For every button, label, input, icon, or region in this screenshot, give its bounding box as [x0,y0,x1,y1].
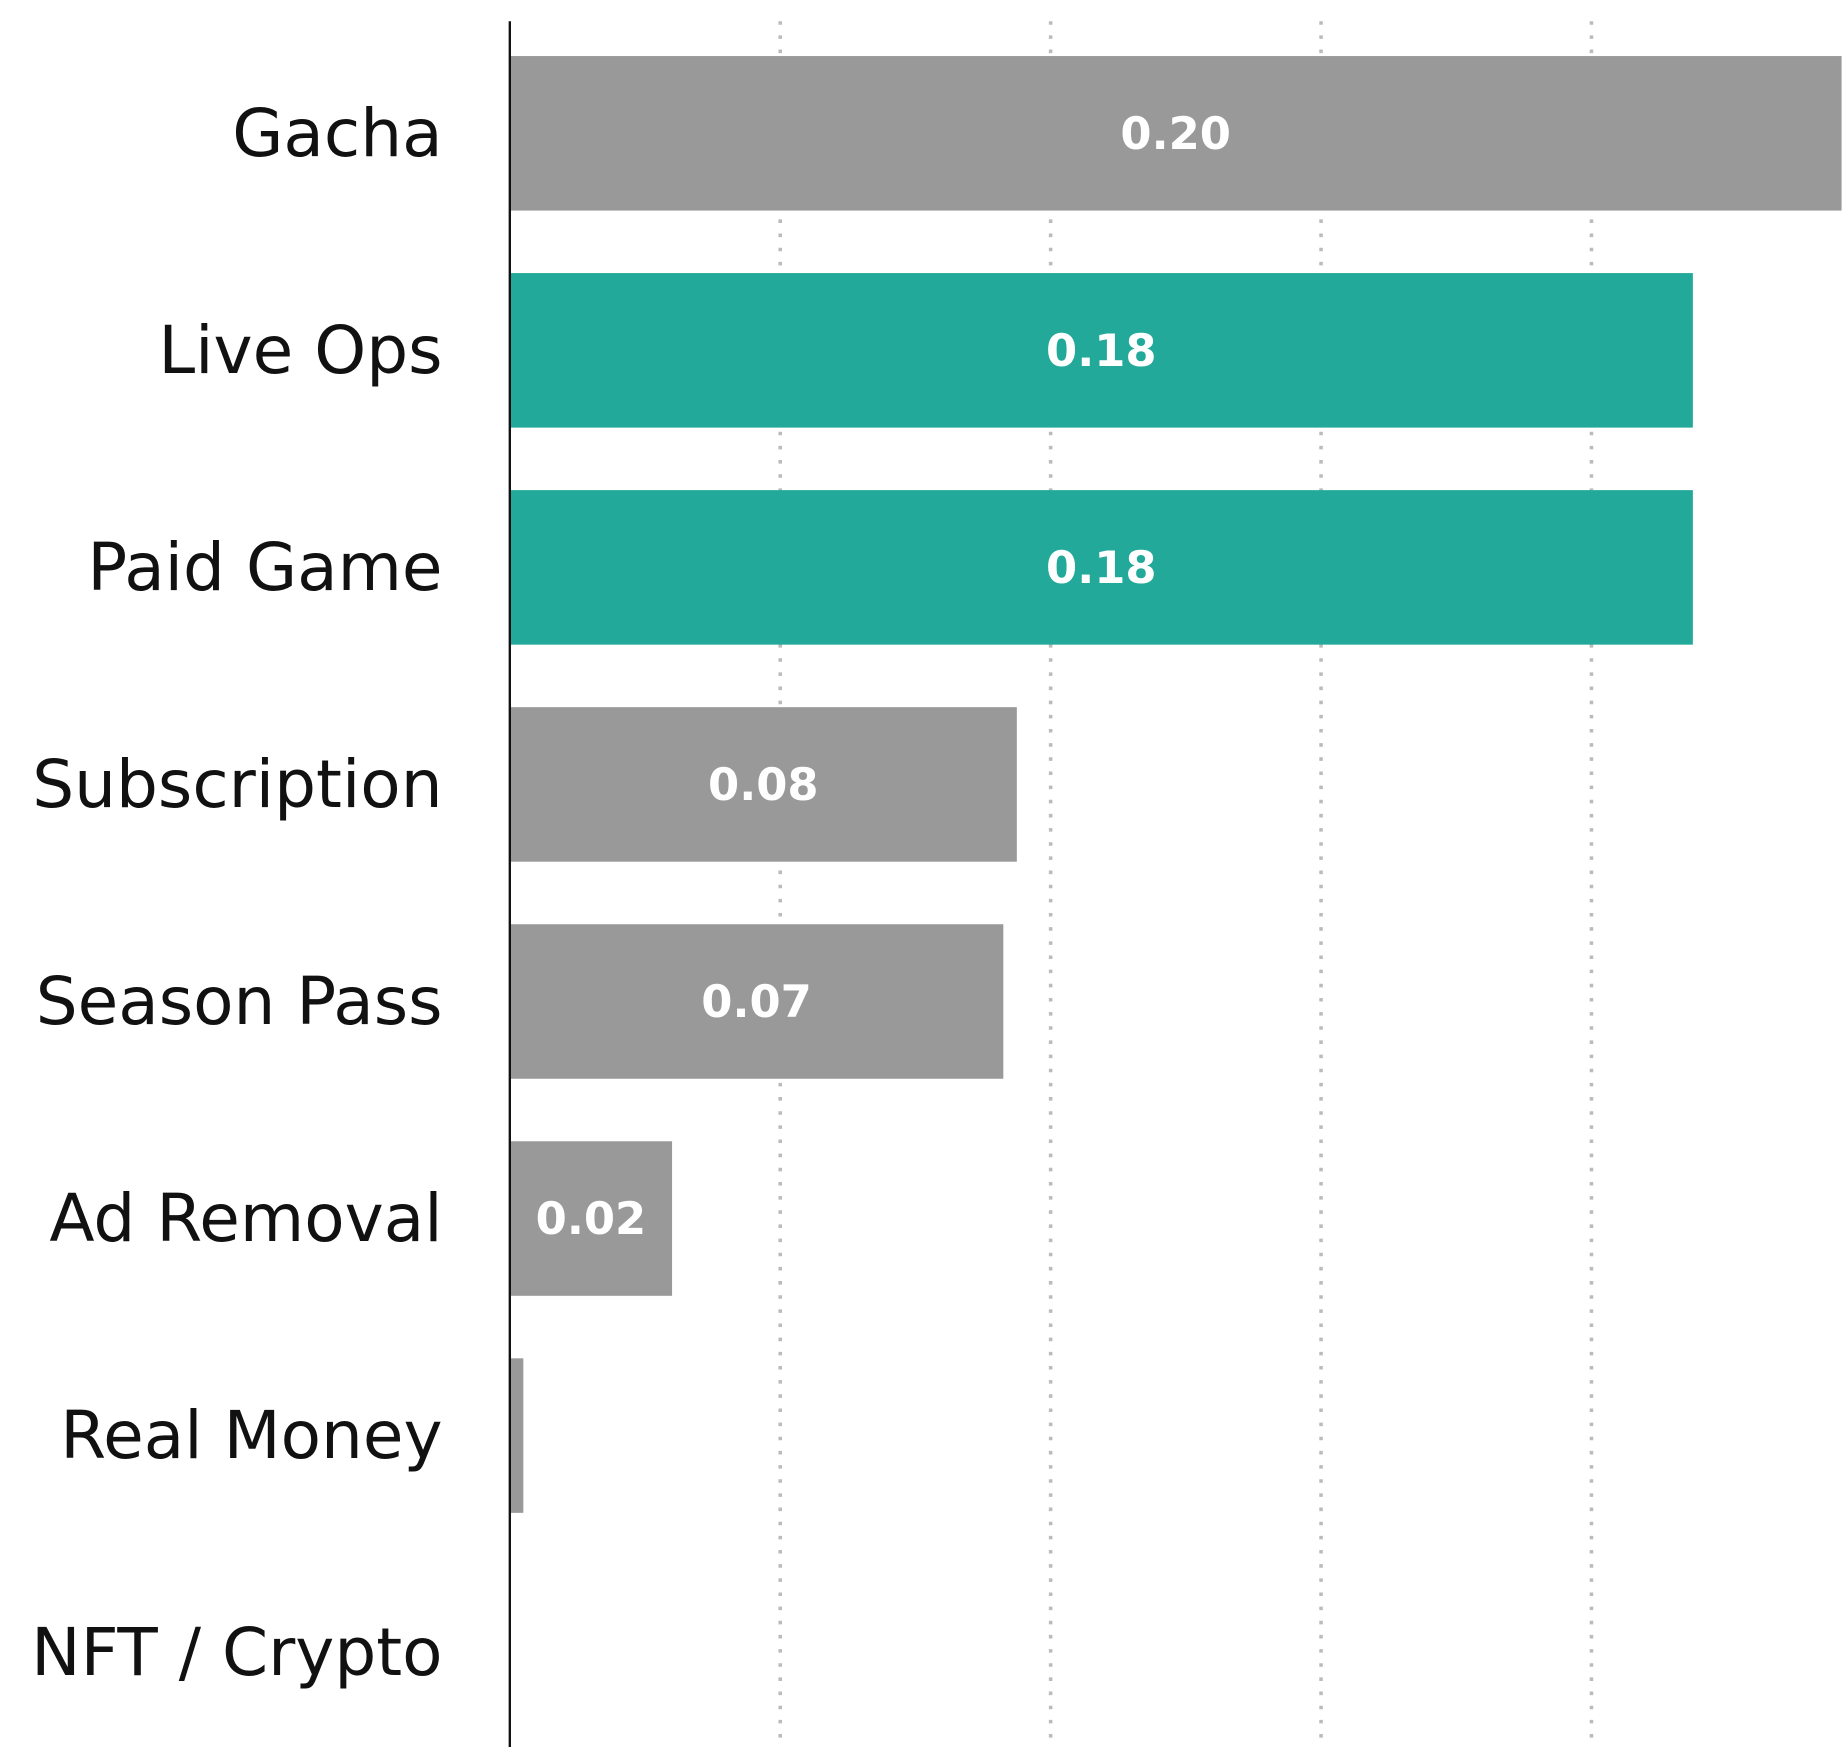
y-tick-label: Paid Game [87,529,442,606]
y-tick-label: Gacha [232,95,442,172]
value-label: 0.18 [1046,541,1157,594]
value-label: 0.07 [701,975,812,1028]
y-tick-label: Real Money [60,1397,442,1474]
y-tick-label: Subscription [32,746,442,823]
value-label: 0.18 [1046,324,1157,377]
y-tick-label: Season Pass [36,963,443,1040]
bar [509,1358,524,1513]
bar [509,56,1842,211]
value-label: 0.08 [708,758,819,811]
value-label: 0.02 [536,1192,647,1245]
y-tick-label: Live Ops [158,312,442,389]
bar [509,1141,673,1296]
bar [509,273,1693,428]
y-tick-label: Ad Removal [49,1180,442,1257]
y-tick-label: NFT / Crypto [31,1614,442,1691]
bar [509,707,1017,862]
bar [509,490,1693,645]
bar [509,924,1004,1079]
value-label: 0.20 [1120,107,1231,160]
